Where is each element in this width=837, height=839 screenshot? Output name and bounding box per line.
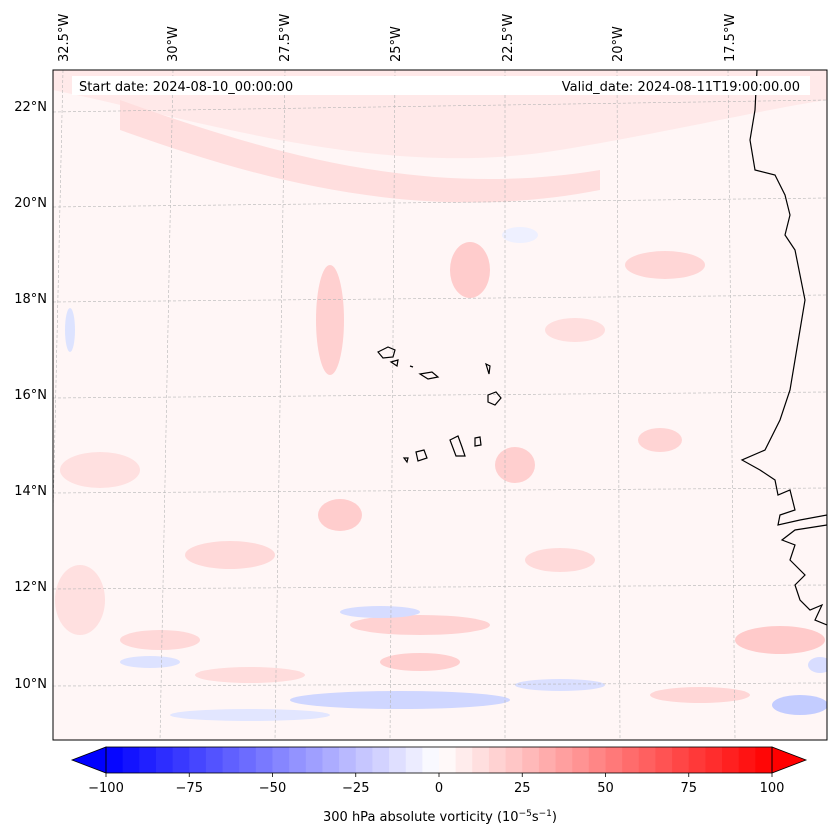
- colorbar-cell: [472, 747, 490, 773]
- colorbar-cell: [588, 747, 606, 773]
- colorbar-cell: [289, 747, 307, 773]
- lat-label: 16°N: [14, 388, 47, 403]
- colorbar-cell: [239, 747, 257, 773]
- lon-label: 27.5°W: [278, 14, 293, 62]
- colorbar-tick-label: 75: [680, 781, 697, 796]
- colorbar-cell: [622, 747, 640, 773]
- colorbar-cell: [172, 747, 190, 773]
- lat-label: 12°N: [14, 580, 47, 595]
- graticule: [53, 70, 827, 740]
- valid-date-label: Valid_date: 2024-08-11T19:00:00.00: [562, 80, 800, 95]
- colorbar-cell: [322, 747, 340, 773]
- colorbar-cells: [106, 747, 773, 773]
- lat-label: 20°N: [14, 196, 47, 211]
- lon-label: 17.5°W: [723, 14, 738, 62]
- colorbar-cell: [638, 747, 656, 773]
- start-date-label: Start date: 2024-08-10_00:00:00: [79, 80, 293, 95]
- colorbar-cell: [155, 747, 174, 773]
- colorbar-cell: [339, 747, 357, 773]
- colorbar-tick-label: 25: [514, 781, 531, 796]
- cape-verde-sal: [485, 362, 491, 375]
- colorbar-cell: [688, 747, 706, 773]
- lat-label: 18°N: [14, 292, 47, 307]
- cape-verde-maio: [474, 436, 482, 447]
- colorbar-cell: [722, 747, 740, 773]
- colorbar-ticks: −100 −75 −50 −25 0 25 50 75 100: [88, 773, 784, 796]
- cape-verde-sao-vicente: [389, 359, 399, 368]
- colorbar-cell: [389, 747, 407, 773]
- colorbar-cell: [305, 747, 323, 773]
- cape-verde-santo-antao: [377, 346, 396, 359]
- colorbar-cell: [255, 747, 273, 773]
- lat-label: 22°N: [14, 100, 47, 115]
- colorbar-cell: [122, 747, 140, 773]
- colorbar-cell: [222, 747, 240, 773]
- colorbar: −100 −75 −50 −25 0 25 50 75 100 300 hPa absolute…: [70, 746, 808, 825]
- colorbar-tick-label: −25: [342, 781, 369, 796]
- colorbar-cell: [372, 747, 390, 773]
- colorbar-cell: [605, 747, 623, 773]
- colorbar-tick-label: −75: [176, 781, 203, 796]
- date-banner: [72, 76, 810, 95]
- colorbar-tick-label: 0: [435, 781, 443, 796]
- lon-label: 25°W: [389, 26, 404, 62]
- map-frame: [52, 69, 828, 741]
- colorbar-cell: [655, 747, 673, 773]
- colorbar-cell: [139, 747, 157, 773]
- colorbar-cell: [455, 747, 473, 773]
- colorbar-cell: [505, 747, 523, 773]
- cape-verde-fogo: [415, 449, 428, 462]
- colorbar-cell: [355, 747, 373, 773]
- coastline: [377, 70, 827, 626]
- colorbar-tick-label: −100: [88, 781, 124, 796]
- colorbar-cell: [106, 747, 124, 773]
- longitude-labels: 32.5°W 30°W 27.5°W 25°W 22.5°W 20°W 17.5…: [57, 14, 738, 62]
- colorbar-cell: [572, 747, 590, 773]
- colorbar-tick-label: −50: [259, 781, 286, 796]
- colorbar-cell: [405, 747, 423, 773]
- lon-label: 32.5°W: [57, 14, 72, 62]
- colorbar-cell: [738, 747, 756, 773]
- colorbar-cell: [672, 747, 690, 773]
- cape-verde-brava: [402, 457, 409, 464]
- colorbar-cell: [422, 747, 440, 773]
- colorbar-cell: [439, 747, 457, 773]
- cape-verde-boa-vista: [487, 391, 502, 406]
- lat-label: 14°N: [14, 484, 47, 499]
- colorbar-cell: [705, 747, 723, 773]
- colorbar-cell: [189, 747, 207, 773]
- vorticity-field: [53, 70, 827, 740]
- colorbar-label: 300 hPa absolute vorticity (10−5s−1): [323, 809, 557, 825]
- colorbar-cell: [538, 747, 557, 773]
- latitude-labels: 22°N 20°N 18°N 16°N 14°N 12°N 10°N: [14, 100, 47, 692]
- cape-verde-santiago: [449, 435, 466, 457]
- lon-label: 30°W: [166, 26, 181, 62]
- lon-label: 20°W: [611, 26, 626, 62]
- colorbar-max-extension: [771, 746, 808, 774]
- cape-verde-sao-nicolau: [418, 371, 440, 380]
- colorbar-min-extension: [70, 746, 107, 774]
- colorbar-cell: [205, 747, 224, 773]
- colorbar-cell: [488, 747, 507, 773]
- colorbar-tick-label: 50: [597, 781, 614, 796]
- colorbar-cell: [755, 747, 773, 773]
- colorbar-cell: [522, 747, 540, 773]
- colorbar-tick-label: 100: [760, 781, 785, 796]
- lon-label: 22.5°W: [501, 14, 516, 62]
- colorbar-cell: [555, 747, 573, 773]
- colorbar-cell: [272, 747, 290, 773]
- africa-coast: [740, 70, 827, 626]
- lat-label: 10°N: [14, 677, 47, 692]
